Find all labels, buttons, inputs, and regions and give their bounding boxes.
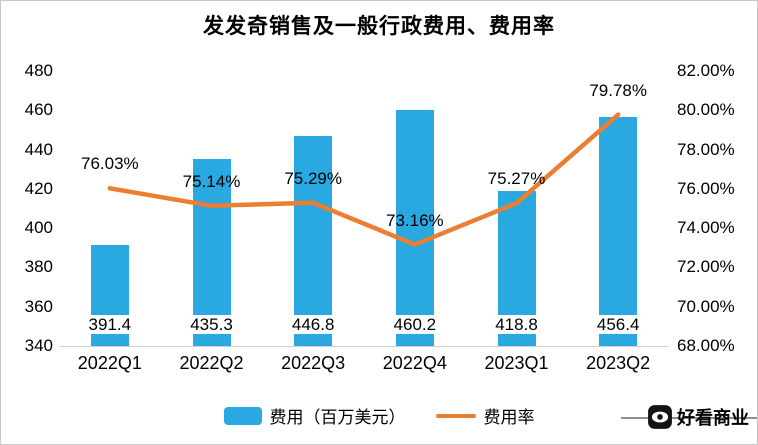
legend: 费用（百万美元） 费用率 <box>1 403 757 428</box>
left-axis-tick: 380 <box>24 257 53 277</box>
right-axis-tick: 68.00% <box>677 336 735 355</box>
bar-2023Q2 <box>599 117 638 346</box>
bar-value-label-2022Q3: 446.8 <box>288 315 338 334</box>
right-axis-tick: 76.00% <box>677 178 735 198</box>
x-axis-label-2022Q4: 2022Q4 <box>382 353 447 373</box>
bar-2022Q4 <box>395 109 434 346</box>
right-axis-tick: 82.00% <box>677 61 735 80</box>
rate-value-label-2022Q4: 73.16% <box>385 210 444 230</box>
right-axis-tick: 80.00% <box>677 100 735 120</box>
bar-value-label-2022Q2: 435.3 <box>187 315 236 334</box>
watermark-divider <box>621 417 757 419</box>
bar-2022Q3 <box>294 136 333 346</box>
rate-value-label-2022Q2: 75.14% <box>182 171 241 191</box>
bar-value-label-2023Q2: 456.4 <box>593 315 643 334</box>
haokan-logo-icon <box>647 404 673 430</box>
left-axis-tick: 420 <box>24 178 53 198</box>
chart-title: 发发奇销售及一般行政费用、费用率 <box>203 15 555 38</box>
right-axis-tick: 72.00% <box>677 257 735 277</box>
bar-value-label-2022Q4: 460.2 <box>390 315 440 334</box>
legend-bar-swatch-icon <box>223 406 262 425</box>
legend-item-expense-rate: 费用率 <box>435 403 535 428</box>
left-axis-tick: 400 <box>24 218 53 238</box>
expense-rate-line <box>107 112 621 247</box>
legend-item-expense: 费用（百万美元） <box>223 403 406 428</box>
legend-line-swatch-icon <box>435 413 476 418</box>
watermark-label: 好看商业 <box>677 408 749 428</box>
x-axis-label-2022Q1: 2022Q1 <box>77 353 142 373</box>
left-axis-tick: 480 <box>24 61 53 80</box>
left-axis-tick: 440 <box>24 139 53 159</box>
rate-value-label-2023Q1: 75.27% <box>487 169 546 189</box>
bar-value-label-2022Q1: 391.4 <box>85 315 135 334</box>
legend-label-expense: 费用（百万美元） <box>269 408 406 427</box>
rate-value-label-2023Q2: 79.78% <box>589 80 647 100</box>
rate-value-label-2022Q1: 76.03% <box>80 154 139 174</box>
x-axis-label-2023Q2: 2023Q2 <box>586 353 651 373</box>
watermark: 好看商业 <box>647 404 749 430</box>
x-axis-line <box>59 346 669 347</box>
right-axis-tick: 70.00% <box>677 296 735 316</box>
bar-value-label-2023Q1: 418.8 <box>492 315 541 334</box>
bar-2022Q2 <box>192 158 231 346</box>
right-axis-tick: 74.00% <box>677 218 735 238</box>
right-axis-tick: 78.00% <box>677 139 735 159</box>
legend-label-expense-rate: 费用率 <box>483 408 535 427</box>
x-axis-label-2022Q2: 2022Q2 <box>179 353 244 373</box>
left-axis-tick: 460 <box>24 100 53 120</box>
rate-value-label-2022Q3: 75.29% <box>284 168 342 188</box>
left-axis-tick: 360 <box>24 296 53 316</box>
x-axis-label-2023Q1: 2023Q1 <box>484 353 549 373</box>
x-axis-label-2022Q3: 2022Q3 <box>281 353 346 373</box>
left-axis-tick: 340 <box>24 336 53 355</box>
